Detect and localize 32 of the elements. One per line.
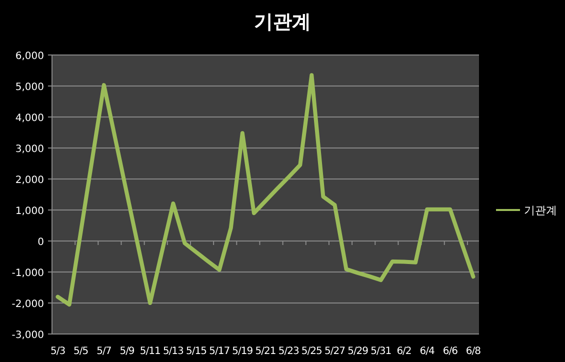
x-tick-label: 5/7 <box>96 346 112 357</box>
x-tick-label: 5/9 <box>120 346 134 357</box>
y-tick-label: 5,000 <box>15 82 44 93</box>
y-tick-label: -1,000 <box>12 268 44 279</box>
y-tick-label: 6,000 <box>15 51 44 62</box>
x-tick-label: 5/31 <box>370 346 392 357</box>
x-tick-label: 5/15 <box>186 346 207 357</box>
x-tick-label: 5/17 <box>209 346 230 357</box>
y-tick-label: 0 <box>38 237 44 248</box>
x-tick-label: 5/19 <box>232 346 253 357</box>
y-tick-label: 1,000 <box>15 206 44 217</box>
x-tick-label: 5/25 <box>301 346 322 357</box>
legend-label: 기관계 <box>524 204 557 217</box>
y-tick-label: -3,000 <box>12 330 44 341</box>
y-tick-label: 3,000 <box>15 144 44 155</box>
x-tick-label: 5/3 <box>50 346 66 357</box>
y-tick-label: -2,000 <box>12 299 44 310</box>
x-tick-label: 5/11 <box>140 346 160 357</box>
x-tick-label: 6/4 <box>420 346 434 357</box>
line-series <box>56 73 476 307</box>
x-tick-label: 5/5 <box>74 346 88 357</box>
x-tick-label: 5/23 <box>278 346 299 357</box>
x-tick-label: 6/2 <box>396 346 412 357</box>
x-tick-label: 6/8 <box>466 346 481 357</box>
x-tick-label: 5/27 <box>324 346 346 357</box>
x-tick-label: 5/21 <box>255 346 276 357</box>
x-tick-label: 6/6 <box>442 346 458 357</box>
x-tick-label: 5/29 <box>348 346 368 357</box>
chart-title: 기관계 <box>254 11 311 33</box>
x-tick-label: 5/13 <box>162 346 184 357</box>
y-tick-label: 4,000 <box>15 113 44 124</box>
y-tick-label: 2,000 <box>15 175 44 186</box>
